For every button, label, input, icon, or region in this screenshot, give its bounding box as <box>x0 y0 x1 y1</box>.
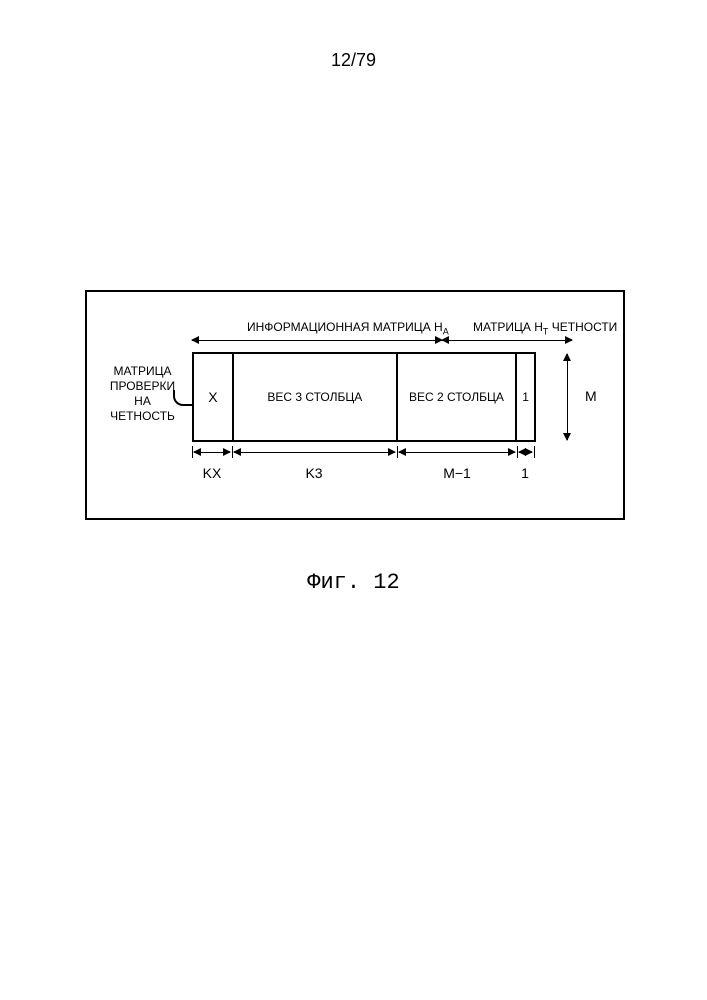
figure-frame: ИНФОРМАЦИОННАЯ МАТРИЦА HA МАТРИЦА HT ЧЕТ… <box>85 290 625 520</box>
matrix-cell: X <box>194 354 234 440</box>
width-arrow <box>234 452 395 453</box>
width-label: KX <box>203 465 222 481</box>
parity-span-arrow <box>442 340 572 341</box>
width-label: M−1 <box>443 465 471 481</box>
info-matrix-header: ИНФОРМАЦИОННАЯ МАТРИЦА HA <box>247 320 449 336</box>
width-arrow <box>194 452 230 453</box>
width-label: K3 <box>305 465 322 481</box>
page-number: 12/79 <box>0 0 707 71</box>
width-label: 1 <box>521 465 529 481</box>
diagram-area: ИНФОРМАЦИОННАЯ МАТРИЦА HA МАТРИЦА HT ЧЕТ… <box>87 292 623 518</box>
width-tick <box>534 446 535 458</box>
width-arrow <box>519 452 532 453</box>
matrix-cell: 1 <box>517 354 534 440</box>
figure-caption: Фиг. 12 <box>0 570 707 595</box>
matrix-row: XВЕС 3 СТОЛБЦАВЕС 2 СТОЛБЦА1 <box>192 352 536 442</box>
matrix-cell: ВЕС 3 СТОЛБЦА <box>234 354 398 440</box>
parity-matrix-header: МАТРИЦА HT ЧЕТНОСТИ <box>473 320 617 336</box>
width-arrow <box>399 452 515 453</box>
matrix-cell: ВЕС 2 СТОЛБЦА <box>398 354 517 440</box>
parity-check-matrix-label: МАТРИЦАПРОВЕРКИНАЧЕТНОСТЬ <box>105 364 180 424</box>
label-connector <box>173 390 193 406</box>
height-arrow <box>567 354 568 440</box>
height-label: M <box>585 388 597 404</box>
info-span-arrow <box>192 340 442 341</box>
